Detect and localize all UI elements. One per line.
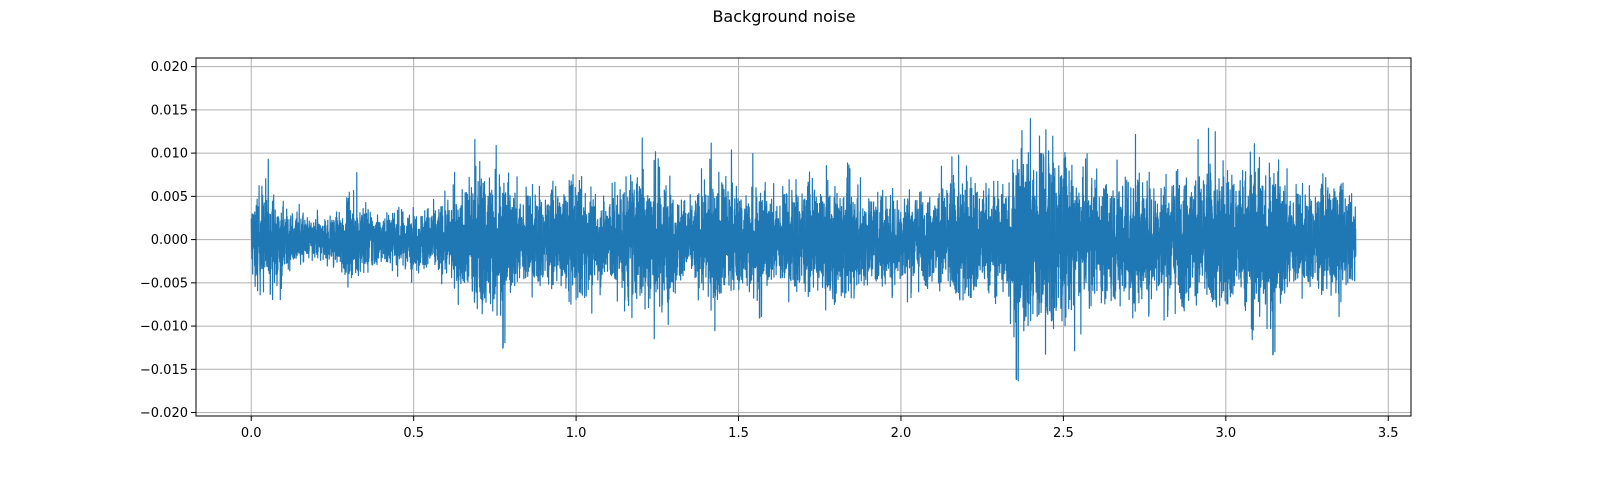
x-tick-label: 1.5 — [728, 426, 749, 441]
waveform-path — [250, 118, 1357, 382]
y-tick-label: 0.000 — [151, 233, 188, 248]
x-tick-label: 2.5 — [1053, 426, 1074, 441]
x-tick-label: 2.0 — [891, 426, 912, 441]
axes-frame — [195, 57, 1412, 417]
y-tick-label: −0.020 — [140, 406, 188, 421]
y-tick-label: 0.015 — [151, 103, 188, 118]
y-tick-label: 0.020 — [151, 60, 188, 75]
x-tick-label: 0.5 — [403, 426, 424, 441]
x-axis: 0.0 0.5 1.0 1.5 2.0 2.5 3.0 3.5 — [241, 416, 1399, 441]
y-tick-label: −0.010 — [140, 320, 188, 335]
y-tick-label: −0.015 — [140, 363, 188, 378]
x-tick-label: 1.0 — [566, 426, 587, 441]
x-tick-label: 3.5 — [1378, 426, 1399, 441]
x-tick-label: 0.0 — [241, 426, 262, 441]
y-tick-label: 0.005 — [151, 190, 188, 205]
chart-title: Background noise — [712, 7, 856, 26]
waveform-line — [250, 118, 1357, 382]
y-axis: −0.020 −0.015 −0.010 −0.005 0.000 0.005 0.010 0… — [140, 60, 196, 421]
x-tick-label: 3.0 — [1215, 426, 1236, 441]
y-tick-label: −0.005 — [140, 276, 188, 291]
y-tick-label: 0.010 — [151, 147, 188, 162]
